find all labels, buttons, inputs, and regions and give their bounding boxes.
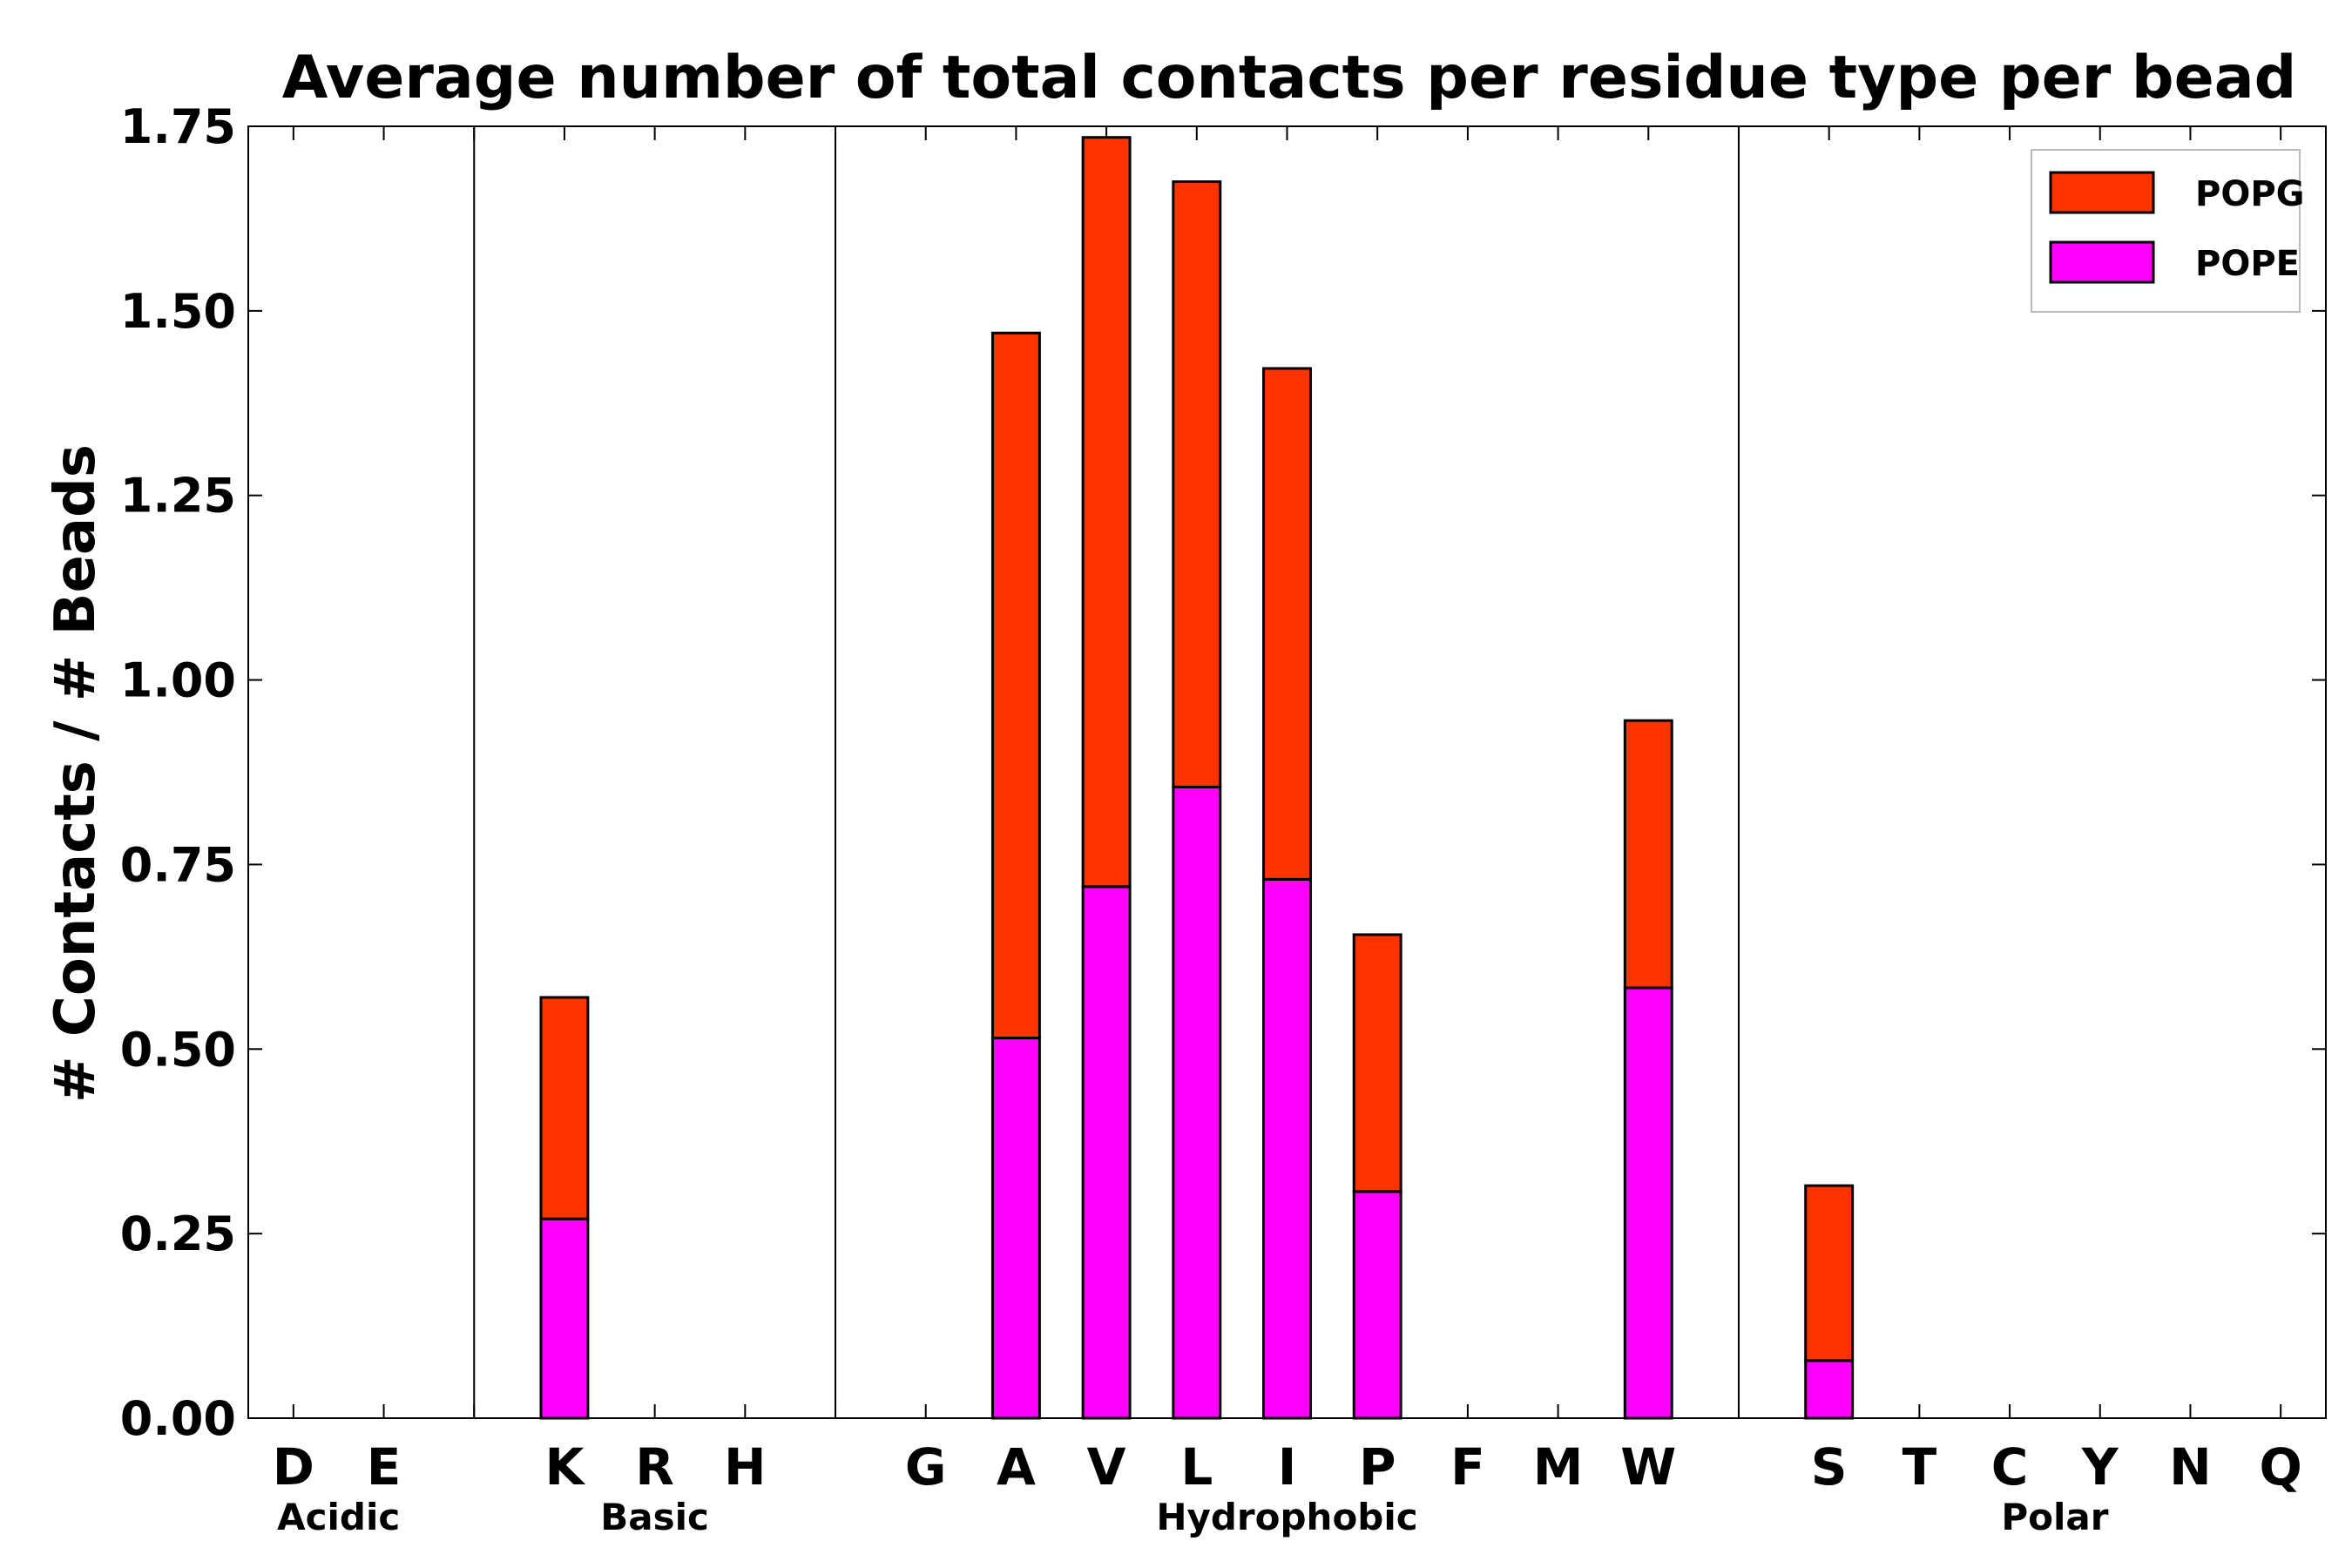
- x-tick-label-M: M: [1533, 1437, 1584, 1497]
- x-tick-label-P: P: [1359, 1437, 1396, 1497]
- x-tick-label-R: R: [635, 1437, 674, 1497]
- group-label-polar: Polar: [2001, 1496, 2108, 1538]
- bar-pope-L: [1172, 785, 1222, 1420]
- plot-area: 0.00 0.25 0.50 0.75 1.00 1.25 1.50 1.75 D E K R H G A V…: [120, 99, 2327, 1538]
- x-tick-label-N: N: [2169, 1437, 2212, 1497]
- bar-pope-K: [539, 1217, 590, 1420]
- bar-pope-W: [1623, 986, 1673, 1420]
- y-tick-label: 0.50: [120, 1022, 236, 1077]
- bar-popg-S: [1804, 1184, 1855, 1362]
- x-tick-label-Q: Q: [2259, 1437, 2301, 1497]
- y-tick-label: 0.00: [120, 1391, 236, 1446]
- legend-label-pope: POPE: [2195, 244, 2300, 284]
- x-tick-label-G: G: [905, 1437, 947, 1497]
- y-tick-label: 1.75: [120, 99, 236, 154]
- x-tick-label-E: E: [367, 1437, 402, 1497]
- bar-popg-K: [539, 996, 590, 1220]
- legend-swatch-popg: [2049, 171, 2155, 214]
- x-tick-label-T: T: [1903, 1437, 1937, 1497]
- x-tick-label-D: D: [273, 1437, 314, 1497]
- x-tick-label-F: F: [1450, 1437, 1485, 1497]
- y-tick-label: 0.25: [120, 1206, 236, 1261]
- x-tick-label-A: A: [997, 1437, 1036, 1497]
- x-tick-label-H: H: [724, 1437, 767, 1497]
- group-label-hydrophobic: Hydrophobic: [1156, 1496, 1417, 1538]
- x-tick-label-Y: Y: [2081, 1437, 2119, 1497]
- y-tick-label: 1.50: [120, 284, 236, 339]
- y-tick-label: 1.25: [120, 469, 236, 524]
- bar-pope-S: [1804, 1359, 1855, 1420]
- bar-pope-V: [1081, 885, 1132, 1420]
- x-tick-label-V: V: [1087, 1437, 1126, 1497]
- legend-label-popg: POPG: [2195, 174, 2304, 214]
- bar-popg-P: [1352, 933, 1402, 1193]
- bar-popg-V: [1081, 136, 1132, 889]
- x-tick-label-C: C: [1991, 1437, 2029, 1497]
- group-label-acidic: Acidic: [277, 1496, 400, 1538]
- y-tick-label: 0.75: [120, 837, 236, 892]
- chart-title: Average number of total contacts per res…: [282, 44, 2297, 112]
- x-tick-label-I: I: [1278, 1437, 1297, 1497]
- bar-popg-W: [1623, 719, 1673, 990]
- x-tick-label-W: W: [1620, 1437, 1676, 1497]
- bar-pope-A: [990, 1037, 1041, 1420]
- legend-swatch-pope: [2049, 240, 2155, 284]
- group-label-basic: Basic: [600, 1496, 709, 1538]
- bar-popg-A: [990, 331, 1041, 1040]
- x-tick-label-K: K: [544, 1437, 585, 1497]
- x-tick-label-S: S: [1811, 1437, 1848, 1497]
- bar-popg-I: [1262, 367, 1312, 881]
- x-tick-label-L: L: [1180, 1437, 1213, 1497]
- y-axis-label: # Contacts / # Beads: [44, 444, 108, 1103]
- bar-popg-L: [1172, 180, 1222, 788]
- bar-pope-I: [1262, 877, 1312, 1420]
- y-tick-label: 1.00: [120, 653, 236, 708]
- bar-pope-P: [1352, 1190, 1402, 1420]
